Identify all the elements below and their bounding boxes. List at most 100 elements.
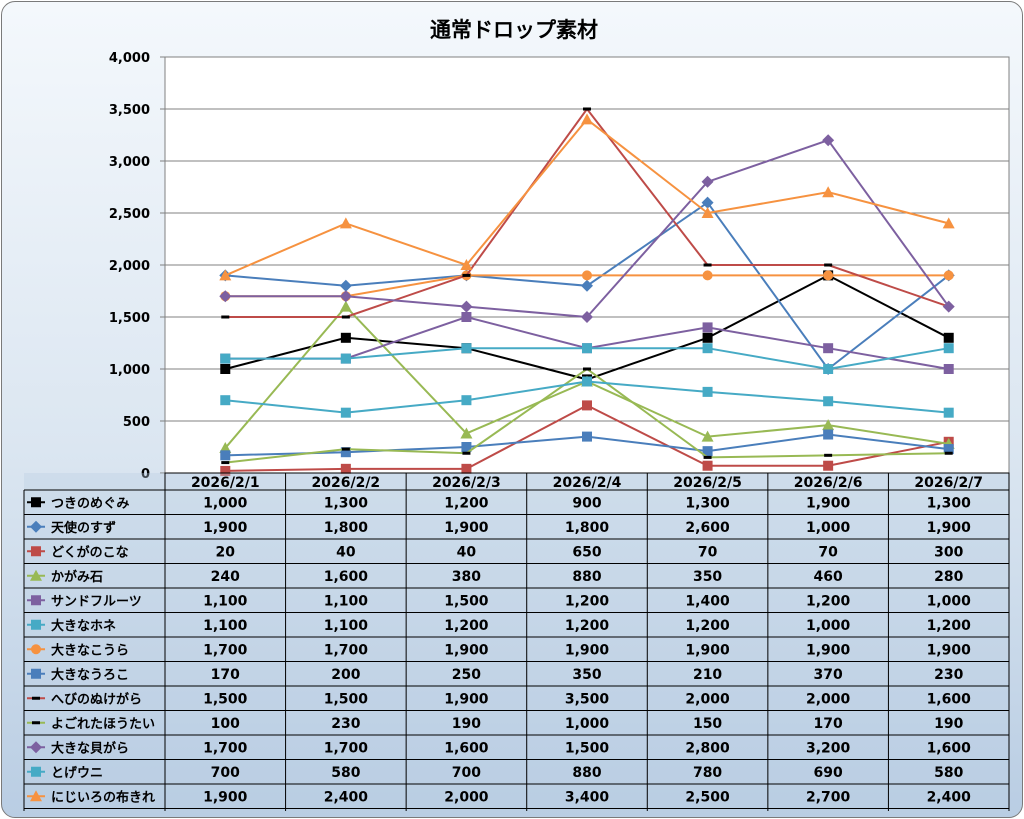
data-label: 1,900 [444, 691, 489, 707]
marker-diamond [701, 196, 714, 209]
data-label: 460 [814, 569, 843, 585]
data-label: 230 [331, 716, 360, 732]
data-point [340, 407, 351, 418]
data-label: 2,000 [444, 789, 489, 805]
data-label: 1,200 [444, 618, 489, 634]
data-point [581, 113, 593, 125]
data-point [461, 395, 472, 406]
marker-diamond [460, 300, 473, 313]
data-label: 2,400 [324, 789, 369, 805]
marker-circle [31, 644, 41, 655]
data-label: 1,800 [565, 520, 610, 536]
data-label: 1,000 [927, 593, 972, 609]
marker-square [943, 444, 954, 455]
data-label: 230 [934, 667, 963, 683]
legend-label: とげウニ [51, 765, 103, 781]
data-label: 1,100 [324, 593, 369, 609]
data-point [824, 453, 833, 457]
legend-label: へびのぬけがら [51, 691, 142, 707]
data-label: 2,700 [806, 789, 851, 805]
data-label: 1,900 [806, 642, 851, 658]
data-point [943, 270, 954, 281]
table-row: にじいろの布きれ 1,900 2,400 2,000 3,400 2,500 2,700 2,… [24, 783, 1009, 809]
data-point [824, 263, 833, 267]
marker-dash [462, 451, 471, 455]
data-label: 1,200 [444, 495, 489, 511]
data-point [942, 300, 955, 313]
y-tick-label: 1,500 [109, 311, 150, 326]
legend-label: つきのめぐみ [51, 496, 129, 511]
data-label: 1,700 [324, 740, 369, 756]
data-label: 1,900 [444, 642, 489, 658]
data-point [943, 407, 954, 418]
marker-square [340, 332, 351, 343]
data-point [822, 134, 835, 147]
data-point [943, 343, 954, 354]
data-point [703, 263, 712, 267]
data-point [461, 463, 472, 474]
data-label: 2,600 [685, 520, 730, 536]
legend-label: かがみ石 [51, 569, 103, 585]
table-row: どくがのこな 20 40 40 650 70 70 300 [24, 538, 1009, 560]
chart-title: 通常ドロップ素材 [430, 18, 598, 42]
data-label: 1,600 [444, 740, 489, 756]
data-label: 1,500 [565, 740, 610, 756]
data-label: 1,100 [203, 618, 248, 634]
data-point [702, 343, 713, 354]
marker-dash [583, 367, 591, 371]
y-tick-label: 1,000 [109, 363, 150, 378]
marker-square [823, 343, 834, 354]
marker-square [943, 364, 954, 374]
marker-square [702, 343, 713, 354]
marker-triangle [339, 300, 352, 312]
data-label: 210 [693, 667, 722, 683]
data-label: 150 [693, 716, 722, 732]
marker-square [943, 343, 954, 354]
data-point [339, 300, 352, 312]
marker-circle [582, 270, 592, 281]
marker-diamond [701, 175, 714, 188]
marker-square [461, 442, 472, 452]
data-point [822, 186, 835, 198]
legend-key-marker [30, 520, 42, 533]
data-label: 3,200 [806, 740, 851, 756]
marker-dash [341, 315, 350, 319]
marker-square [220, 353, 231, 364]
data-label: 170 [211, 667, 240, 683]
data-label: 1,000 [806, 520, 851, 536]
marker-triangle [460, 427, 473, 439]
marker-square [461, 343, 472, 354]
marker-dash [221, 461, 230, 465]
data-label: 1,900 [685, 642, 730, 658]
marker-square [702, 322, 713, 333]
data-label: 1,000 [203, 495, 248, 511]
data-point [944, 451, 953, 455]
data-point [701, 430, 714, 442]
data-label: 170 [814, 716, 843, 732]
marker-square [31, 668, 41, 679]
marker-circle [702, 270, 713, 281]
data-label: 880 [572, 569, 601, 585]
marker-square [582, 376, 592, 387]
legend-key-marker [30, 790, 42, 802]
data-label: 580 [331, 765, 360, 781]
data-label: 40 [336, 544, 356, 560]
data-point [823, 364, 834, 374]
data-point [582, 376, 592, 387]
marker-square [220, 364, 231, 374]
data-label: 70 [698, 544, 718, 560]
data-point [702, 270, 713, 281]
table-bg [24, 473, 1009, 811]
data-point [461, 312, 472, 322]
data-label: 240 [211, 569, 240, 585]
data-label: 1,200 [565, 593, 610, 609]
data-label: 350 [572, 667, 601, 683]
data-point [461, 442, 472, 452]
marker-dash [462, 273, 471, 277]
data-point [221, 315, 230, 319]
marker-dash [221, 315, 230, 319]
data-point [460, 427, 473, 439]
data-point [581, 311, 593, 323]
data-label: 1,900 [444, 520, 489, 536]
data-label: 3,400 [565, 789, 610, 805]
